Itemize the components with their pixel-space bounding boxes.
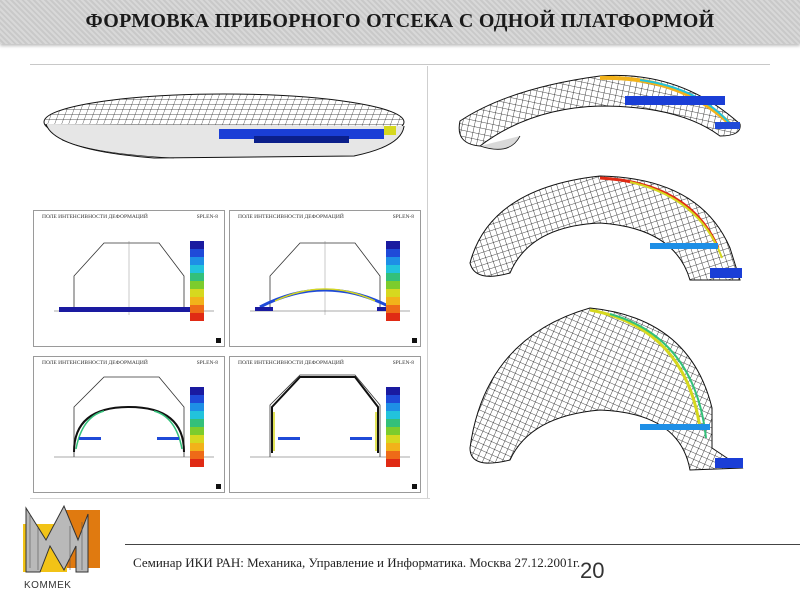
panel-code: SPLEN-8 <box>196 360 218 366</box>
color-scale <box>386 241 400 321</box>
dome-stage-2 <box>469 175 742 281</box>
dome-stage-1 <box>458 74 741 150</box>
flat-blank-mesh <box>43 93 405 159</box>
strain-plot <box>54 376 214 458</box>
frame-bottom-line <box>30 498 430 499</box>
footer-seminar-text: Семинар ИКИ РАН: Механика, Управление и … <box>133 555 581 570</box>
panel-code: SPLEN-8 <box>196 214 218 220</box>
slide-number: 20 <box>580 558 605 583</box>
color-scale <box>190 387 204 467</box>
color-scale <box>190 241 204 321</box>
corner-marker <box>412 484 417 489</box>
corner-marker <box>216 484 221 489</box>
panel-code: SPLEN-8 <box>392 360 414 366</box>
strain-plot <box>54 241 214 315</box>
title-bar: ФОРМОВКА ПРИБОРНОГО ОТСЕКА С ОДНОЙ ПЛАТФ… <box>0 0 800 44</box>
slide-title: ФОРМОВКА ПРИБОРНОГО ОТСЕКА С ОДНОЙ ПЛАТФ… <box>85 10 715 32</box>
dome-stage-3 <box>469 307 744 471</box>
panel-title: ПОЛЕ ИНТЕНСИВНОСТИ ДЕФОРМАЦИЙ <box>42 360 148 366</box>
strain-panel-4: ПОЛЕ ИНТЕНСИВНОСТИ ДЕФОРМАЦИЙ SPLEN-8 <box>229 356 421 493</box>
panel-title: ПОЛЕ ИНТЕНСИВНОСТИ ДЕФОРМАЦИЙ <box>238 360 344 366</box>
footer-line <box>125 544 800 545</box>
strain-panel-3: ПОЛЕ ИНТЕНСИВНОСТИ ДЕФОРМАЦИЙ SPLEN-8 <box>33 356 225 493</box>
strain-plot <box>250 374 410 458</box>
frame-divider <box>427 66 428 498</box>
kommek-logo <box>23 504 100 573</box>
corner-marker <box>412 338 417 343</box>
color-scale <box>386 387 400 467</box>
frame-top-line <box>30 64 770 65</box>
panel-code: SPLEN-8 <box>392 214 414 220</box>
strain-panel-1: ПОЛЕ ИНТЕНСИВНОСТИ ДЕФОРМАЦИЙ SPLEN-8 <box>33 210 225 347</box>
strain-panel-2: ПОЛЕ ИНТЕНСИВНОСТИ ДЕФОРМАЦИЙ SPLEN-8 <box>229 210 421 347</box>
corner-marker <box>216 338 221 343</box>
panel-title: ПОЛЕ ИНТЕНСИВНОСТИ ДЕФОРМАЦИЙ <box>42 214 148 220</box>
panel-title: ПОЛЕ ИНТЕНСИВНОСТИ ДЕФОРМАЦИЙ <box>238 214 344 220</box>
logo-text: KOMMEK <box>24 580 72 591</box>
